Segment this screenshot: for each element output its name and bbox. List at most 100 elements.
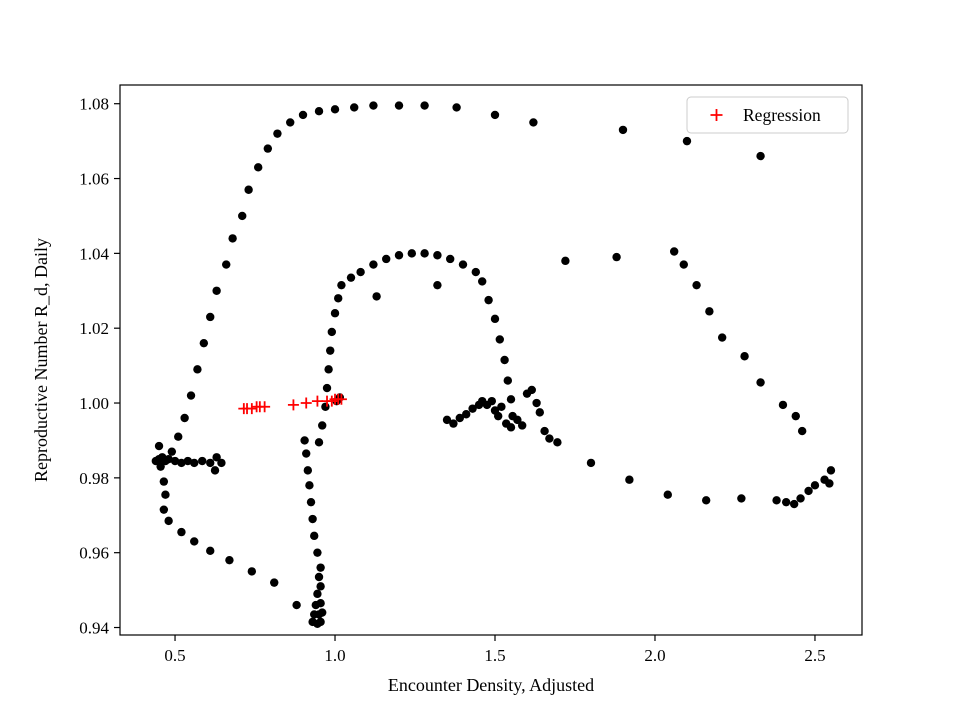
scatter-point (316, 617, 325, 627)
scatter-point (513, 415, 522, 425)
scatter-point (471, 267, 481, 277)
regression-point (246, 403, 258, 415)
regression-point (300, 397, 312, 409)
scatter-point (210, 466, 220, 475)
regression-point (259, 401, 271, 413)
scatter-point (161, 490, 170, 499)
scatter-point (164, 454, 173, 464)
scatter-point (796, 494, 805, 503)
y-tick-label: 1.02 (79, 319, 109, 338)
scatter-point (669, 247, 679, 256)
scatter-point (346, 273, 356, 282)
scatter-point (517, 421, 527, 430)
scatter-point (618, 125, 628, 135)
scatter-point (737, 494, 746, 503)
scatter-point (500, 355, 509, 365)
scatter-point (394, 251, 404, 260)
scatter-point (316, 563, 325, 572)
scatter-point (529, 118, 538, 127)
scatter-point (159, 477, 169, 486)
scatter-point (527, 385, 536, 395)
scatter-point (167, 447, 177, 456)
scatter-point (612, 252, 621, 262)
scatter-point (756, 378, 765, 387)
y-axis-label: Reproductive Number R_d, Daily (31, 238, 51, 482)
scatter-point (286, 118, 295, 127)
scatter-point (553, 438, 562, 447)
scatter-point (420, 249, 429, 258)
scatter-point (682, 136, 692, 146)
scatter-point (326, 346, 335, 355)
scatter-point (478, 277, 487, 286)
scatter-point (334, 294, 343, 303)
plot-area (119, 84, 863, 636)
scatter-point (458, 260, 468, 269)
scatter-point (506, 395, 516, 404)
scatter-point (206, 546, 215, 556)
scatter-point (407, 249, 417, 258)
scatter-point (462, 410, 471, 419)
y-tick-label: 0.98 (79, 469, 109, 488)
legend-box (686, 96, 849, 134)
scatter-point (156, 462, 165, 471)
scatter-point (692, 280, 701, 290)
scatter-point (540, 426, 549, 436)
scatter-point (740, 352, 749, 361)
data-points (151, 101, 836, 628)
scatter-point (701, 496, 711, 505)
x-axis-label: Encounter Density, Adjusted (388, 675, 594, 695)
scatter-point (490, 110, 500, 120)
scatter-point (449, 419, 458, 428)
scatter-point (586, 458, 596, 468)
scatter-point (322, 383, 332, 393)
scatter-point (199, 338, 209, 348)
y-tick-label: 1.00 (79, 394, 109, 413)
y-tick-label: 0.94 (79, 619, 109, 638)
scatter-point (314, 106, 324, 116)
scatter-point (308, 514, 317, 524)
regression-point (335, 393, 347, 405)
scatter-point (495, 335, 504, 344)
scatter-point (174, 432, 183, 441)
scatter-point (273, 129, 282, 138)
scatter-point (310, 531, 319, 541)
scatter-point (679, 260, 688, 269)
scatter-point (772, 496, 781, 505)
axis-ticks: 0.5 1.0 1.5 2.0 2.5 0.94 0.96 0.98 1.00 1.02 1.04 1… (79, 95, 825, 665)
scatter-point (212, 286, 221, 295)
scatter-point (318, 608, 327, 617)
scatter-point (263, 144, 273, 153)
scatter-point (420, 101, 429, 110)
scatter-point (778, 400, 788, 410)
scatter-point (369, 101, 378, 110)
regression-point (311, 395, 323, 407)
scatter-point (183, 456, 193, 466)
scatter-point (532, 398, 541, 408)
y-tick-label: 1.04 (79, 244, 109, 263)
scatter-point (756, 151, 765, 161)
scatter-point (804, 486, 813, 496)
y-tick-label: 1.06 (79, 170, 109, 189)
scatter-point (330, 105, 340, 114)
scatter-point (313, 589, 322, 599)
scatter-point (455, 413, 465, 423)
y-tick-label: 1.08 (79, 95, 109, 114)
scatter-point (238, 211, 247, 221)
scatter-point (164, 516, 173, 526)
scatter-point (484, 295, 493, 305)
scatter-point (321, 402, 330, 411)
x-tick-label: 2.5 (804, 646, 825, 665)
scatter-point (535, 408, 544, 417)
scatter-point (490, 314, 500, 324)
scatter-point (324, 365, 333, 374)
scatter-point (177, 458, 186, 468)
scatter-point (303, 466, 313, 475)
scatter-point (394, 101, 404, 110)
scatter-point (797, 426, 807, 436)
scatter-point (206, 458, 215, 468)
scatter-point (433, 251, 442, 260)
y-tick-label: 0.96 (79, 544, 109, 563)
scatter-point (446, 254, 455, 264)
